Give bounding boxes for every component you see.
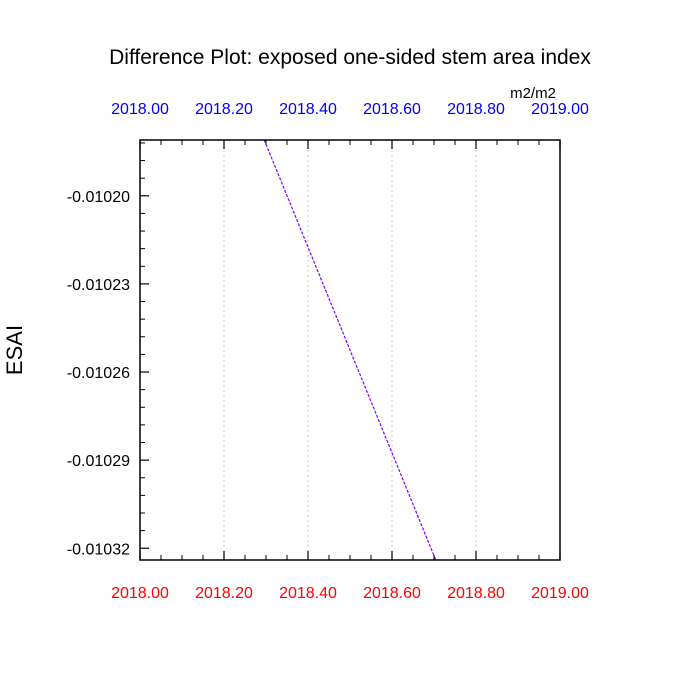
- x-tick-label-top-0: 2018.00: [111, 101, 169, 118]
- x-tick-label-bottom-2: 2018.40: [279, 585, 337, 602]
- units-label: m2/m2: [510, 85, 556, 102]
- x-tick-label-bottom-3: 2018.60: [363, 585, 421, 602]
- x-tick-label-bottom-0: 2018.00: [111, 585, 169, 602]
- gridlines: [223, 140, 477, 560]
- y-tick-label-4: -0.01032: [67, 541, 130, 558]
- x-tick-label-top-4: 2018.80: [447, 101, 505, 118]
- x-tick-label-bottom-4: 2018.80: [447, 585, 505, 602]
- ticks: [139, 140, 561, 560]
- y-tick-label-3: -0.01029: [67, 453, 130, 470]
- chart-title: Difference Plot: exposed one-sided stem …: [109, 46, 591, 69]
- y-tick-label-1: -0.01023: [67, 277, 130, 294]
- y-tick-label-0: -0.01020: [67, 189, 130, 206]
- x-tick-label-top-1: 2018.20: [195, 101, 253, 118]
- series-layer: [263, 139, 437, 561]
- x-tick-label-top-2: 2018.40: [279, 101, 337, 118]
- x-tick-label-top-5: 2019.00: [531, 101, 589, 118]
- x-tick-label-bottom-1: 2018.20: [195, 585, 253, 602]
- x-tick-label-bottom-5: 2019.00: [531, 585, 589, 602]
- x-tick-label-top-3: 2018.60: [363, 101, 421, 118]
- y-axis-label: ESAI: [2, 325, 27, 375]
- tick-labels: 2018.00 2018.00 2018.20 2018.20 2018.40 2018.…: [67, 101, 589, 602]
- y-tick-label-2: -0.01026: [67, 365, 130, 382]
- series-line-0: [263, 139, 437, 561]
